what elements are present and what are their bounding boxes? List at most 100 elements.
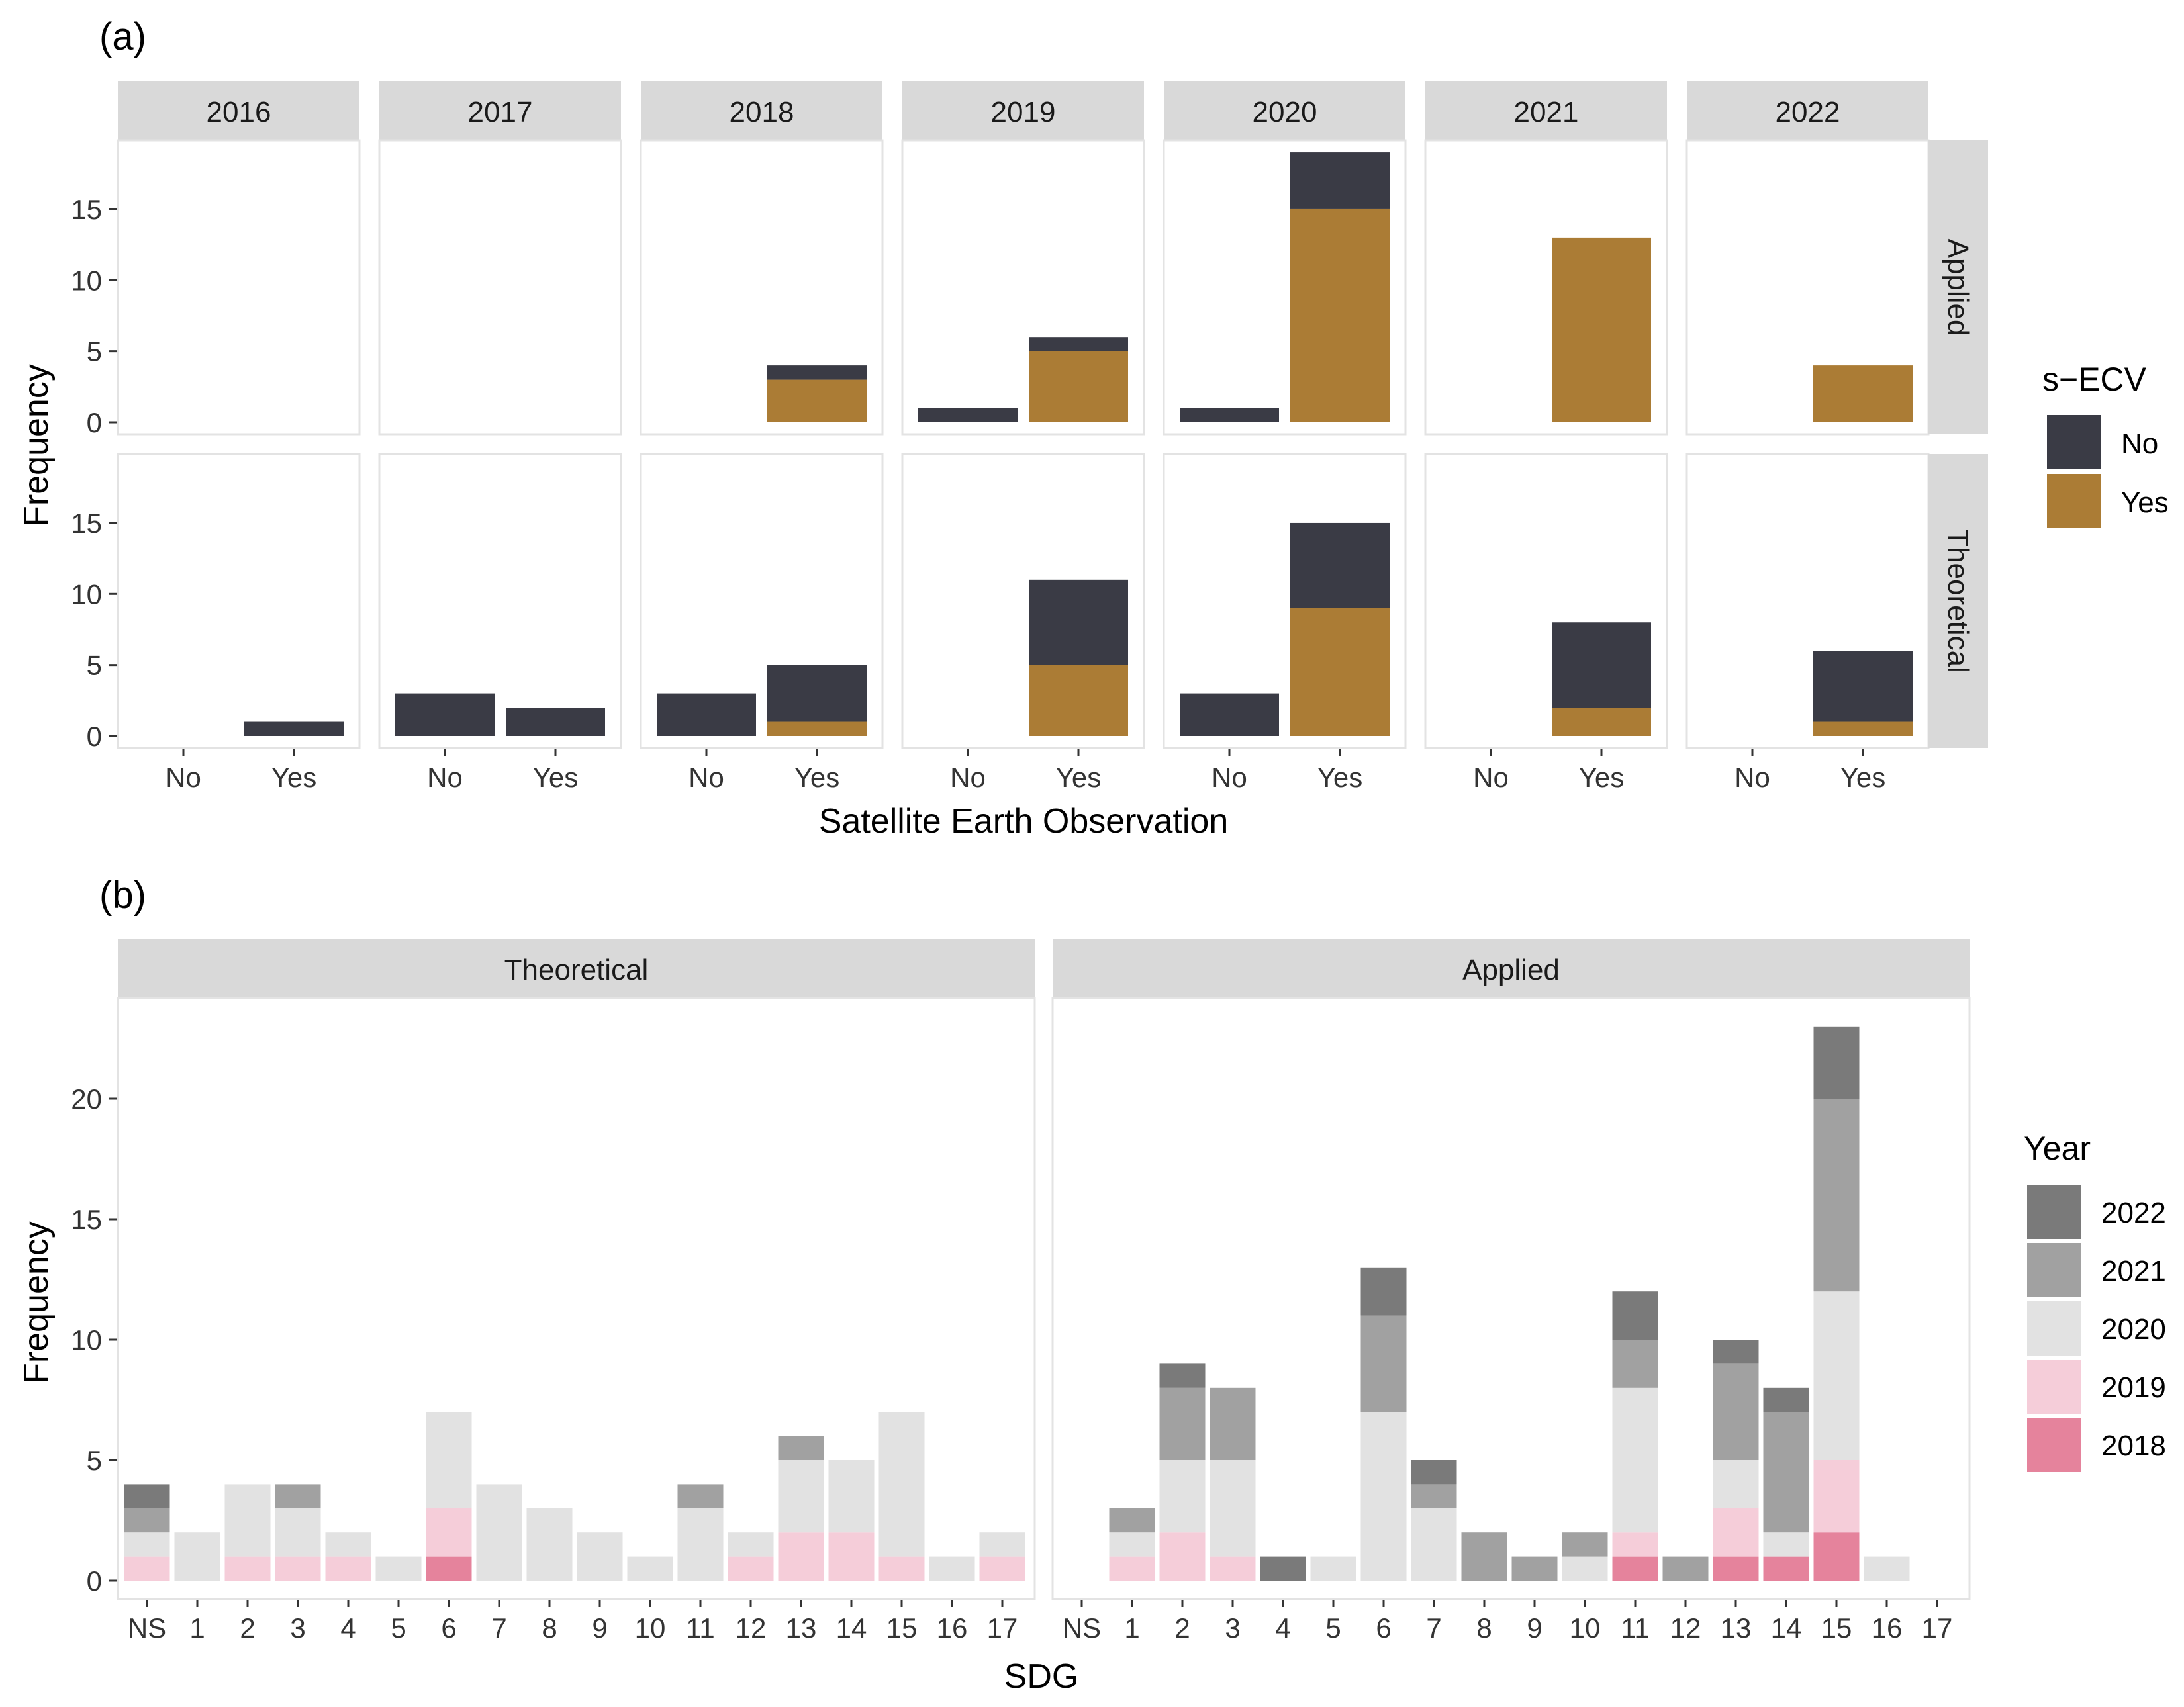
bar-theoretical-sdg-6-2018 xyxy=(426,1556,472,1581)
bar-theoretical-sdg-15-2020 xyxy=(878,1412,925,1557)
legend-b-key-2022 xyxy=(2027,1185,2081,1239)
strip-label-2018: 2018 xyxy=(730,96,794,128)
panel-b-x-axis-title: SDG xyxy=(1004,1657,1079,1696)
strip-label-2021: 2021 xyxy=(1514,96,1579,128)
panel-a-facets: 2016 2017 2018 2019 2020 2021 2022 Applied 0 5 10 1… xyxy=(71,81,1988,793)
bar-theoretical-sdg-ns-2022 xyxy=(124,1484,170,1508)
bar-applied-sdg-1-2021 xyxy=(1109,1508,1155,1533)
bar-theoretical-sdg-3-2019 xyxy=(275,1556,321,1581)
bar-theoretical-sdg-6-2020 xyxy=(426,1412,472,1508)
bar-applied-sdg-10-2020 xyxy=(1562,1556,1608,1581)
panel-a-label: (a) xyxy=(99,15,146,58)
bar-applied-sdg-15-2022 xyxy=(1813,1026,1860,1099)
bar-applied-sdg-14-2021 xyxy=(1763,1412,1809,1533)
bar-theoretical-2019-yes-yes xyxy=(1029,665,1128,736)
bar-theoretical-2018-no-no xyxy=(657,693,756,736)
bar-applied-sdg-11-2022 xyxy=(1612,1291,1658,1340)
strip-label-2017: 2017 xyxy=(468,96,533,128)
y-tick-label: 5 xyxy=(87,336,102,367)
bar-theoretical-2021-yes-yes xyxy=(1552,708,1651,736)
bar-applied-sdg-14-2020 xyxy=(1763,1532,1809,1557)
x-tick-label-sdg-1: 1 xyxy=(189,1612,205,1643)
bar-theoretical-sdg-ns-2021 xyxy=(124,1508,170,1533)
x-tick-label-sdg-2: 2 xyxy=(1174,1612,1190,1643)
bar-theoretical-sdg-15-2019 xyxy=(878,1556,925,1581)
bar-applied-2018-yes-no xyxy=(767,365,867,380)
bar-applied-2020-yes-no xyxy=(1290,152,1390,209)
bar-theoretical-sdg-ns-2020 xyxy=(124,1532,170,1557)
bar-theoretical-sdg-6-2019 xyxy=(426,1508,472,1557)
x-tick-label-sdg-4: 4 xyxy=(1275,1612,1290,1643)
x-tick-label-sdg-9: 9 xyxy=(592,1612,607,1643)
strip-label-2016: 2016 xyxy=(207,96,271,128)
x-tick-label-sdg-8: 8 xyxy=(1476,1612,1492,1643)
x-tick-label-yes: Yes xyxy=(1056,762,1102,793)
x-tick-label-sdg-17: 17 xyxy=(1922,1612,1953,1643)
x-tick-label-no: No xyxy=(1211,762,1247,793)
bar-applied-sdg-11-2021 xyxy=(1612,1340,1658,1388)
bar-theoretical-sdg-11-2020 xyxy=(677,1508,724,1581)
x-tick-label-sdg-7: 7 xyxy=(491,1612,506,1643)
bar-theoretical-sdg-7-2020 xyxy=(476,1484,522,1581)
bar-theoretical-2019-yes-no xyxy=(1029,579,1128,665)
x-tick-label-sdg-9: 9 xyxy=(1527,1612,1542,1643)
legend-b-key-2020 xyxy=(2027,1301,2081,1356)
bar-applied-2022-yes-yes xyxy=(1813,365,1913,422)
bar-applied-sdg-2-2022 xyxy=(1159,1363,1206,1388)
strip-label-theoretical: Theoretical xyxy=(1942,529,1974,673)
x-tick-label-yes: Yes xyxy=(794,762,840,793)
x-tick-label-sdg-ns: NS xyxy=(1063,1612,1101,1643)
y-tick-label: 5 xyxy=(87,1445,102,1476)
legend-b-key-2019 xyxy=(2027,1360,2081,1414)
y-tick-label: 10 xyxy=(71,578,102,610)
bar-applied-sdg-12-2021 xyxy=(1662,1556,1709,1581)
bar-applied-sdg-15-2019 xyxy=(1813,1460,1860,1533)
x-tick-label-sdg-6: 6 xyxy=(1376,1612,1391,1643)
strip-label-applied: Applied xyxy=(1942,239,1974,336)
bar-applied-sdg-13-2021 xyxy=(1713,1363,1759,1460)
strip-theoretical xyxy=(118,939,1035,998)
x-tick-label-no: No xyxy=(166,762,201,793)
x-tick-label-sdg-16: 16 xyxy=(937,1612,968,1643)
bar-theoretical-sdg-3-2020 xyxy=(275,1508,321,1557)
bar-applied-sdg-15-2018 xyxy=(1813,1532,1860,1581)
bar-theoretical-sdg-2-2019 xyxy=(224,1556,271,1581)
x-tick-label-sdg-10: 10 xyxy=(635,1612,666,1643)
bar-theoretical-2022-yes-no xyxy=(1813,651,1913,722)
bar-applied-sdg-1-2019 xyxy=(1109,1556,1155,1581)
x-tick-label-sdg-5: 5 xyxy=(1325,1612,1341,1643)
legend-b-title: Year xyxy=(2024,1130,2091,1167)
strip-label-2020: 2020 xyxy=(1253,96,1317,128)
bar-theoretical-sdg-12-2019 xyxy=(728,1556,774,1581)
x-tick-label-yes: Yes xyxy=(1579,762,1625,793)
bar-applied-sdg-2-2019 xyxy=(1159,1532,1206,1581)
strip-2019 xyxy=(902,81,1144,140)
legend-a-label-yes: Yes xyxy=(2121,486,2169,519)
x-tick-label-yes: Yes xyxy=(271,762,317,793)
panel-a-y-axis-title: Frequency xyxy=(17,364,56,527)
y-tick-label: 15 xyxy=(71,194,102,225)
bar-applied-sdg-2-2020 xyxy=(1159,1460,1206,1533)
bar-applied-sdg-11-2020 xyxy=(1612,1387,1658,1533)
x-tick-label-no: No xyxy=(950,762,986,793)
bar-theoretical-sdg-14-2019 xyxy=(828,1532,875,1581)
panel-a-legend: s−ECV No Yes xyxy=(2042,361,2169,528)
bar-theoretical-sdg-9-2020 xyxy=(577,1532,623,1581)
bar-theoretical-sdg-16-2020 xyxy=(929,1556,975,1581)
facet-panel-applied xyxy=(117,139,361,436)
strip-2021 xyxy=(1425,81,1667,140)
legend-a-key-yes xyxy=(2047,474,2101,528)
x-tick-label-sdg-10: 10 xyxy=(1570,1612,1601,1643)
x-tick-label-yes: Yes xyxy=(1840,762,1886,793)
bar-applied-sdg-7-2021 xyxy=(1411,1484,1457,1508)
x-tick-label-sdg-15: 15 xyxy=(1821,1612,1852,1643)
x-tick-label-sdg-3: 3 xyxy=(1225,1612,1240,1643)
bar-applied-sdg-11-2018 xyxy=(1612,1556,1658,1581)
bar-theoretical-sdg-1-2020 xyxy=(174,1532,220,1581)
y-tick-label: 15 xyxy=(71,1204,102,1235)
y-tick-label: 0 xyxy=(87,407,102,438)
x-tick-label-sdg-3: 3 xyxy=(290,1612,305,1643)
